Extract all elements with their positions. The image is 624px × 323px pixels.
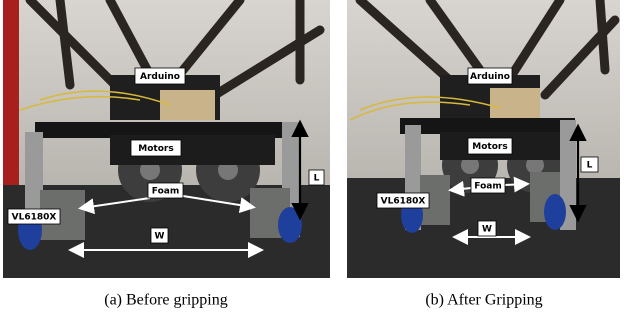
label-motors: Motors — [138, 144, 173, 154]
label-width: W — [482, 225, 492, 235]
label-motors: Motors — [472, 142, 507, 152]
caption: (a) Before gripping — [104, 292, 228, 309]
label-foam: Foam — [474, 182, 501, 192]
caption: (b) After Gripping — [425, 292, 542, 309]
label-arduino: Arduino — [140, 72, 180, 82]
label-sensor: VL6180X — [12, 213, 57, 223]
figure: Arduino Motors Foam L W VL6180X Arduino … — [0, 0, 624, 323]
label-arduino: Arduino — [470, 72, 510, 82]
label-foam: Foam — [152, 187, 179, 197]
label-sensor: VL6180X — [381, 197, 426, 207]
label-length: L — [587, 161, 593, 171]
label-width: W — [155, 232, 165, 242]
label-length: L — [314, 174, 320, 184]
